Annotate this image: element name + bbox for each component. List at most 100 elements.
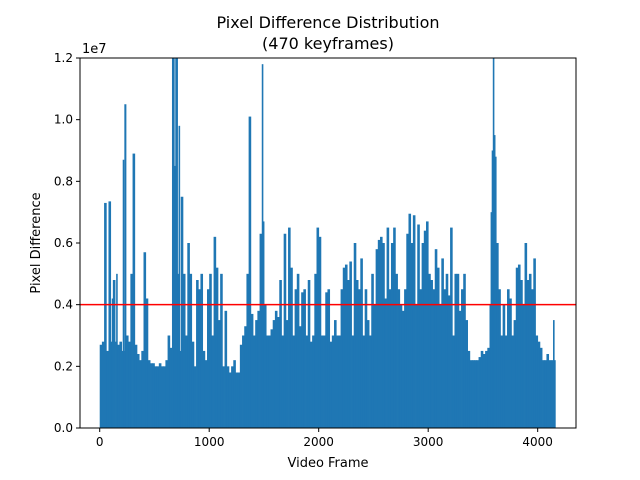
data-bar: [235, 372, 239, 428]
data-bar: [228, 372, 232, 428]
data-bar: [502, 304, 506, 428]
data-bar: [167, 335, 171, 428]
data-bar: [145, 298, 149, 428]
data-bar: [119, 341, 123, 428]
data-bar: [461, 289, 464, 428]
data-bar: [331, 335, 335, 428]
data-bar: [130, 273, 133, 428]
data-bar: [165, 360, 168, 428]
data-bar: [132, 153, 136, 428]
data-bar: [224, 310, 228, 428]
data-bar: [489, 304, 492, 428]
data-bar: [202, 350, 206, 428]
data-bar: [272, 320, 276, 428]
data-bar: [553, 320, 555, 428]
data-bar: [504, 335, 508, 428]
data-bar: [452, 335, 455, 428]
data-bar: [222, 366, 225, 428]
data-bar: [266, 335, 269, 428]
data-bar: [178, 125, 181, 428]
data-bar: [101, 341, 105, 428]
data-bar: [121, 350, 124, 428]
data-bar: [498, 289, 501, 428]
data-bar: [371, 273, 374, 428]
y-offset-label: 1e7: [82, 42, 107, 57]
data-bar: [533, 258, 536, 428]
data-bar: [242, 335, 245, 428]
data-bar: [307, 280, 311, 428]
data-bar: [220, 273, 223, 428]
data-bar: [259, 233, 263, 428]
data-bar: [237, 372, 241, 428]
data-bar: [158, 363, 162, 428]
data-bar: [128, 341, 131, 428]
data-bar: [134, 344, 138, 428]
data-bar: [384, 298, 387, 428]
data-bar: [200, 273, 204, 428]
data-bar: [548, 360, 552, 428]
data-bar: [428, 273, 431, 428]
data-bar: [215, 267, 219, 428]
y-tick-label: 0.6: [54, 236, 73, 250]
data-bar: [537, 341, 541, 428]
data-bar: [463, 273, 466, 428]
x-axis: 0 1000 2000 3000 4000: [96, 428, 553, 449]
data-bar: [139, 360, 142, 428]
data-bar: [147, 360, 151, 428]
data-bar: [415, 304, 418, 428]
data-bar: [211, 335, 214, 428]
data-bar: [491, 150, 494, 428]
x-tick-label: 4000: [522, 435, 553, 449]
x-axis-label: Video Frame: [287, 456, 368, 471]
data-bar: [318, 236, 322, 428]
data-bar: [261, 64, 264, 429]
data-bar: [355, 280, 359, 428]
data-bar: [388, 289, 392, 428]
data-bar: [99, 344, 103, 428]
data-bar: [116, 273, 118, 428]
data-bar: [487, 347, 490, 428]
data-bar: [110, 341, 113, 428]
data-bar: [303, 289, 306, 428]
data-bar: [377, 239, 381, 428]
data-bar: [390, 243, 394, 428]
data-bar: [185, 335, 188, 428]
data-bar: [239, 344, 243, 428]
data-bar: [217, 320, 221, 428]
x-tick-label: 1000: [194, 435, 225, 449]
data-bar: [401, 310, 405, 428]
data-bar: [465, 320, 468, 428]
data-bar: [482, 354, 486, 428]
data-bar: [340, 289, 344, 428]
data-bar: [494, 156, 497, 429]
x-tick-label: 0: [96, 435, 104, 449]
data-bar: [180, 196, 184, 428]
data-bar: [399, 304, 403, 428]
data-bar: [270, 329, 274, 428]
y-axis-label: Pixel Difference: [29, 192, 44, 293]
data-bar: [112, 280, 116, 428]
data-bar: [176, 58, 178, 428]
data-bar: [531, 289, 534, 428]
data-bar: [154, 366, 158, 428]
data-bar: [528, 273, 532, 428]
data-bar: [535, 335, 539, 428]
data-bar: [125, 335, 129, 428]
data-bar: [316, 227, 320, 428]
data-bar: [143, 252, 147, 428]
y-tick-label: 0.0: [54, 421, 73, 435]
data-bar: [493, 135, 496, 428]
y-tick-label: 1.0: [54, 113, 73, 127]
data-bar: [432, 289, 436, 428]
data-bar: [397, 289, 401, 428]
data-bar: [353, 243, 357, 428]
data-bar: [492, 58, 495, 428]
data-bar: [309, 341, 313, 428]
data-bar: [233, 360, 236, 428]
data-bar: [191, 341, 195, 428]
data-bar: [189, 273, 193, 428]
data-bar: [507, 289, 510, 428]
data-bar: [471, 360, 475, 428]
data-bar: [500, 335, 504, 428]
data-bar: [336, 335, 339, 428]
